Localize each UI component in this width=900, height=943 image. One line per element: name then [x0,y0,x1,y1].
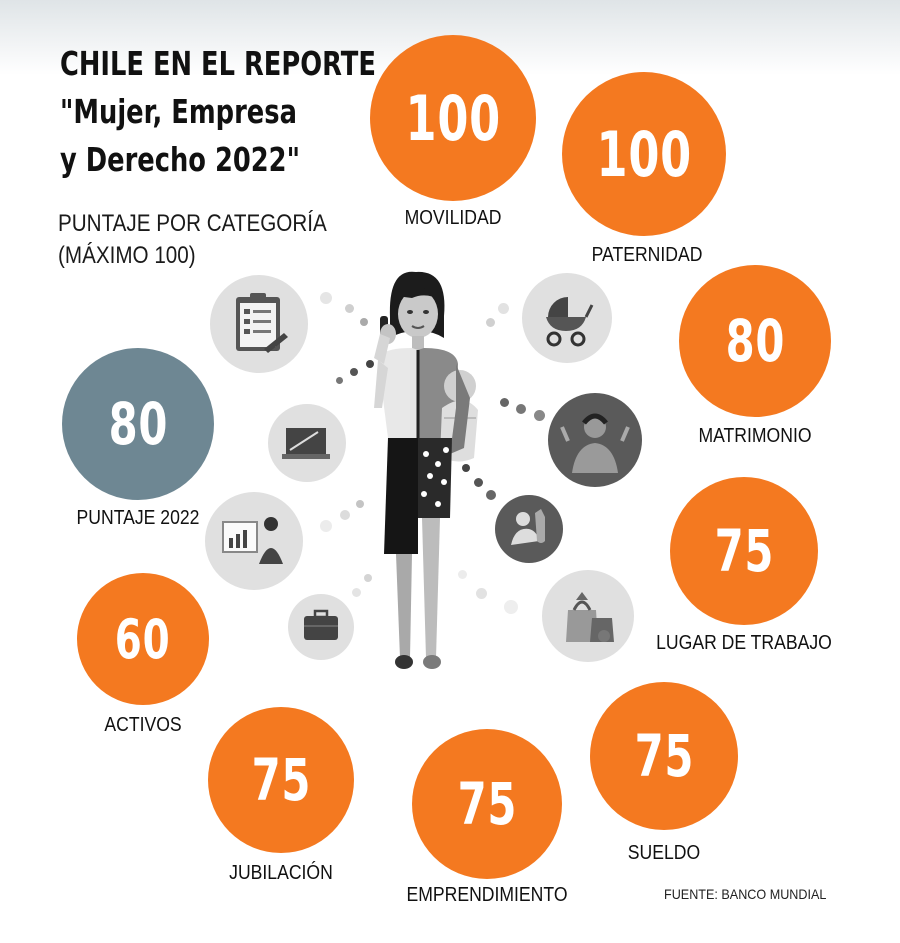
connector-dot [500,398,509,407]
movilidad-label: MOVILIDAD [404,207,502,229]
connector-dot [366,360,374,368]
sueldo-score-circle: 75 [590,682,738,830]
shopping-bags-icon [542,570,634,662]
connector-dot [356,500,364,508]
connector-dot [352,588,361,597]
clipboard-icon [210,275,308,373]
source-note: FUENTE: BANCO MUNDIAL [664,886,827,902]
jubilacion-score: 75 [251,746,311,814]
sueldo-label: SUELDO [627,842,701,864]
emprendimiento-label: EMPRENDIMIENTO [406,884,568,906]
puntaje-2022-score: 80 [108,390,168,458]
connector-dot [320,520,332,532]
stroller-icon [522,273,612,363]
connector-dot [474,478,483,487]
movilidad-score: 100 [405,81,501,155]
connector-dot [320,292,332,304]
title-line-2: "Mujer, Empresa [60,92,297,131]
connector-dot [534,410,545,421]
connector-dot [476,588,487,599]
connector-dot [486,490,496,500]
subtitle-line-2: (MÁXIMO 100) [58,242,196,269]
laptop-icon [268,404,346,482]
connector-dot [360,318,368,326]
paternidad-score: 100 [596,117,692,191]
movilidad-score-circle: 100 [370,35,536,201]
connector-dot [486,318,495,327]
bride-icon [548,393,642,487]
jubilacion-label: JUBILACIÓN [229,862,333,884]
connector-dot [516,404,526,414]
lugar-de-trabajo-label: LUGAR DE TRABAJO [656,632,832,654]
activos-score-circle: 60 [77,573,209,705]
connector-dot [350,368,358,376]
puntaje-2022-label: PUNTAJE 2022 [76,507,200,529]
activos-score: 60 [115,607,171,671]
connector-dot [462,464,470,472]
paternidad-label: PATERNIDAD [591,244,703,266]
briefcase-icon [288,594,354,660]
matrimonio-label: MATRIMONIO [698,425,812,447]
lugar-de-trabajo-score-circle: 75 [670,477,818,625]
matrimonio-score-circle: 80 [679,265,831,417]
matrimonio-score: 80 [725,307,785,375]
connector-dot [458,570,467,579]
paternidad-score-circle: 100 [562,72,726,236]
woman-with-baby-illustration [360,268,500,683]
puntaje-2022-score-circle: 80 [62,348,214,500]
jubilacion-score-circle: 75 [208,707,354,853]
connector-dot [336,377,343,384]
sueldo-score: 75 [634,722,694,790]
lugar-de-trabajo-score: 75 [714,517,774,585]
connector-dot [364,574,372,582]
title-line-1: CHILE EN EL REPORTE [60,44,376,83]
connector-dot [340,510,350,520]
emprendimiento-score: 75 [457,770,517,838]
connector-dot [345,304,354,313]
breastfeeding-icon [495,495,563,563]
presentation-icon [205,492,303,590]
activos-label: ACTIVOS [104,714,182,736]
subtitle: PUNTAJE POR CATEGORÍA (MÁXIMO 100) [58,208,327,272]
title-line-3: y Derecho 2022" [60,140,300,179]
connector-dot [504,600,518,614]
subtitle-line-1: PUNTAJE POR CATEGORÍA [58,210,327,237]
emprendimiento-score-circle: 75 [412,729,562,879]
connector-dot [498,303,509,314]
page-title: CHILE EN EL REPORTE "Mujer, Empresa y De… [60,40,376,184]
